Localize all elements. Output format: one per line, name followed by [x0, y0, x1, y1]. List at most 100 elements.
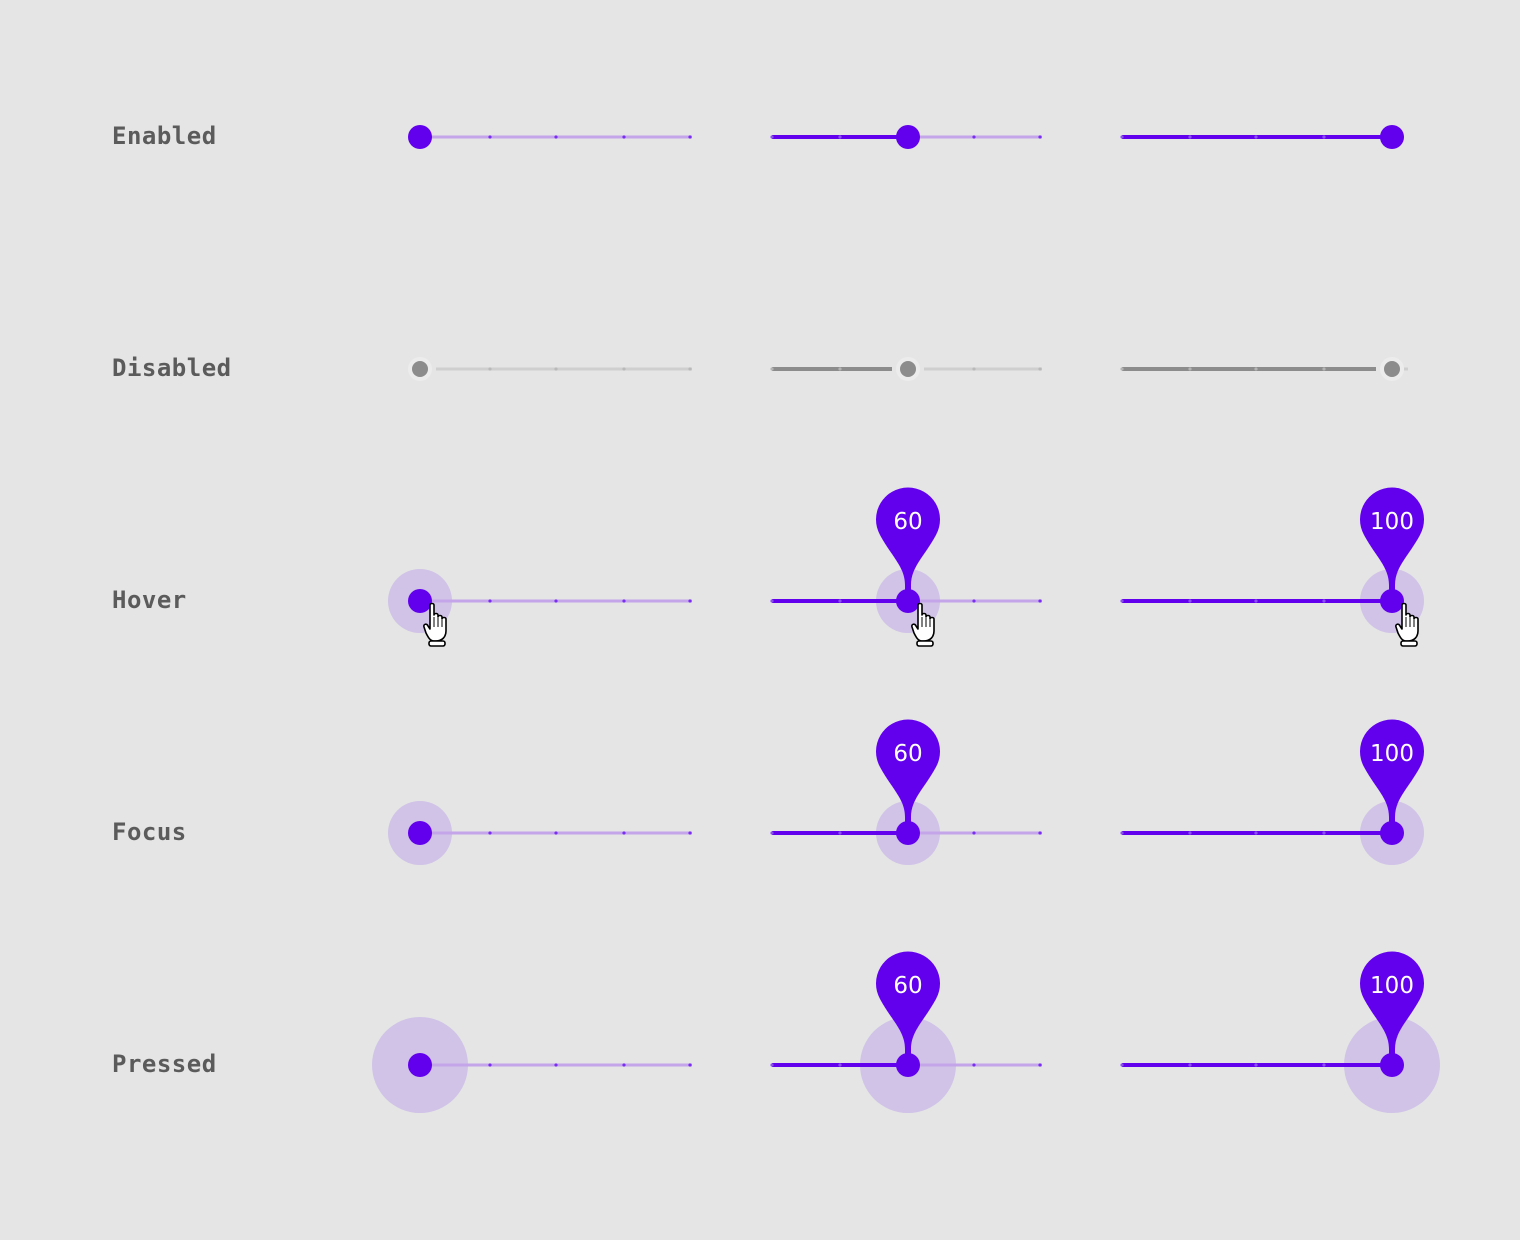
- hand-cursor-icon: [1395, 602, 1419, 647]
- tick-mark: [1322, 367, 1326, 371]
- slider-focus-2[interactable]: 60: [770, 719, 1042, 865]
- tick-mark: [770, 367, 774, 371]
- value-label-bubble: [876, 487, 940, 591]
- tick-mark: [554, 367, 558, 371]
- tick-mark: [554, 135, 558, 139]
- tick-mark: [488, 367, 492, 371]
- value-label-pin: 100: [1360, 719, 1424, 823]
- slider-thumb[interactable]: [408, 821, 432, 845]
- slider-pressed-1[interactable]: [372, 1017, 692, 1113]
- state-label-disabled: Disabled: [112, 354, 232, 382]
- slider-disabled-2: [770, 357, 1042, 381]
- tick-mark: [1188, 1063, 1192, 1067]
- tick-mark: [622, 367, 626, 371]
- tick-mark: [622, 599, 626, 603]
- value-label-pin: 60: [876, 951, 940, 1055]
- tick-mark: [838, 1063, 842, 1067]
- tick-mark: [554, 599, 558, 603]
- value-label-bubble: [1360, 487, 1424, 591]
- tick-mark: [1254, 599, 1258, 603]
- tick-mark: [1188, 135, 1192, 139]
- tick-mark: [1038, 599, 1042, 603]
- value-label-text: 60: [893, 509, 922, 535]
- tick-mark: [770, 1063, 774, 1067]
- slider-pressed-2[interactable]: 60: [770, 951, 1042, 1113]
- value-label-bubble: [876, 719, 940, 823]
- value-label-text: 60: [893, 741, 922, 767]
- slider-thumb[interactable]: [408, 589, 432, 613]
- tick-mark: [972, 1063, 976, 1067]
- slider-pressed-3[interactable]: 100: [1120, 951, 1440, 1113]
- tick-mark: [688, 367, 692, 371]
- tick-mark: [972, 135, 976, 139]
- value-label-text: 60: [893, 973, 922, 999]
- tick-mark: [622, 831, 626, 835]
- tick-mark: [622, 135, 626, 139]
- tick-mark: [1120, 831, 1124, 835]
- tick-mark: [838, 831, 842, 835]
- value-label-pin: 100: [1360, 487, 1424, 591]
- tick-mark: [770, 831, 774, 835]
- slider-thumb[interactable]: [408, 1053, 432, 1077]
- value-label-bubble: [1360, 719, 1424, 823]
- tick-mark: [1188, 367, 1192, 371]
- hand-cursor-icon: [423, 602, 447, 647]
- value-label-bubble: [1360, 951, 1424, 1055]
- tick-mark: [554, 831, 558, 835]
- slider-thumb[interactable]: [1380, 589, 1404, 613]
- slider-row-enabled: [408, 125, 1404, 149]
- slider-hover-1[interactable]: [388, 569, 692, 647]
- tick-mark: [1120, 1063, 1124, 1067]
- tick-mark: [838, 367, 842, 371]
- tick-mark: [770, 135, 774, 139]
- slider-row-hover: 60 100: [388, 487, 1424, 647]
- slider-thumb[interactable]: [896, 589, 920, 613]
- state-label-pressed: Pressed: [112, 1050, 217, 1078]
- tick-mark: [770, 599, 774, 603]
- hand-cursor-icon: [911, 602, 935, 647]
- tick-mark: [1322, 1063, 1326, 1067]
- slider-thumb[interactable]: [896, 125, 920, 149]
- tick-mark: [1322, 135, 1326, 139]
- slider-focus-1[interactable]: [388, 801, 692, 865]
- state-label-enabled: Enabled: [112, 122, 217, 150]
- slider-disabled-3: [1120, 357, 1408, 381]
- tick-mark: [488, 1063, 492, 1067]
- tick-mark: [1322, 599, 1326, 603]
- slider-thumb: [1384, 361, 1400, 377]
- tick-mark: [1038, 831, 1042, 835]
- slider-enabled-2[interactable]: [770, 125, 1042, 149]
- slider-thumb[interactable]: [896, 1053, 920, 1077]
- slider-enabled-1[interactable]: [408, 125, 692, 149]
- tick-mark: [972, 599, 976, 603]
- tick-mark: [972, 367, 976, 371]
- slider-hover-2[interactable]: 60: [770, 487, 1042, 647]
- tick-mark: [1254, 135, 1258, 139]
- slider-thumb[interactable]: [1380, 1053, 1404, 1077]
- tick-mark: [1120, 367, 1124, 371]
- tick-mark: [1038, 367, 1042, 371]
- tick-mark: [1120, 135, 1124, 139]
- tick-mark: [688, 135, 692, 139]
- slider-focus-3[interactable]: 100: [1120, 719, 1424, 865]
- slider-thumb[interactable]: [896, 821, 920, 845]
- value-label-text: 100: [1370, 973, 1414, 999]
- value-label-bubble: [876, 951, 940, 1055]
- slider-thumb[interactable]: [1380, 125, 1404, 149]
- tick-mark: [1188, 599, 1192, 603]
- tick-mark: [972, 831, 976, 835]
- value-label-text: 100: [1370, 509, 1414, 535]
- slider-hover-3[interactable]: 100: [1120, 487, 1424, 647]
- state-label-hover: Hover: [112, 586, 187, 614]
- slider-enabled-3[interactable]: [1120, 125, 1404, 149]
- slider-row-focus: 60 100: [388, 719, 1424, 865]
- slider-thumb[interactable]: [408, 125, 432, 149]
- slider-thumb[interactable]: [1380, 821, 1404, 845]
- state-label-focus: Focus: [112, 818, 187, 846]
- tick-mark: [1188, 831, 1192, 835]
- tick-mark: [1038, 135, 1042, 139]
- value-label-pin: 60: [876, 719, 940, 823]
- tick-mark: [1254, 367, 1258, 371]
- tick-mark: [554, 1063, 558, 1067]
